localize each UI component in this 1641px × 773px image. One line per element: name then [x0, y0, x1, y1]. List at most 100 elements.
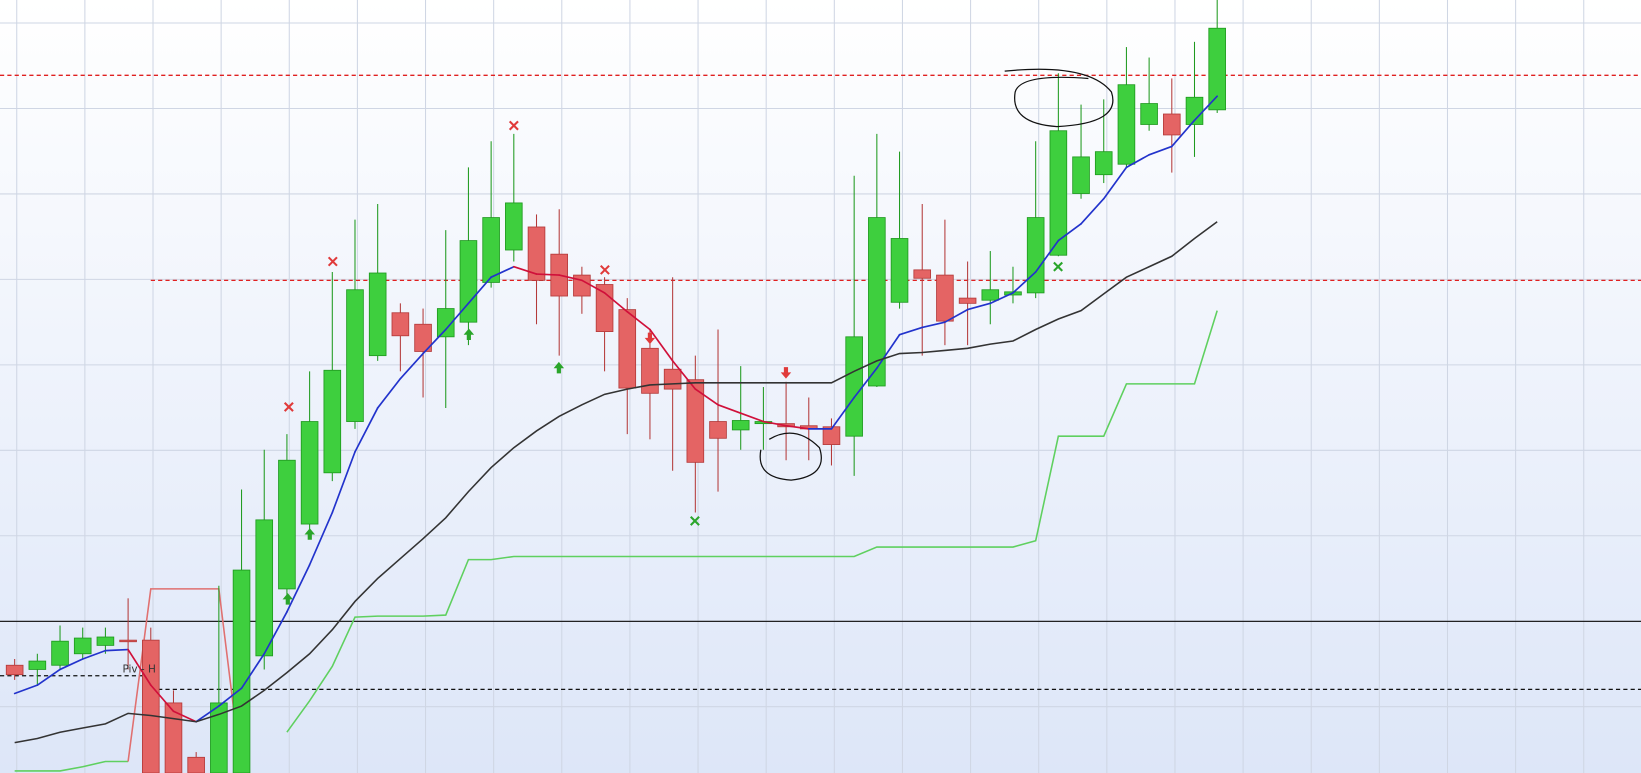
ma-segment — [13, 684, 39, 695]
candle — [868, 133, 886, 388]
candle-body — [936, 274, 954, 322]
ma-segment — [966, 302, 992, 311]
candle — [300, 371, 319, 534]
candle — [255, 449, 274, 670]
candle-body — [505, 202, 523, 251]
candle-body — [641, 347, 659, 394]
candle-body — [981, 289, 1000, 301]
signals — [282, 120, 1063, 605]
down-arrow — [644, 332, 792, 379]
candle-body — [210, 702, 228, 773]
ma-segment — [467, 276, 492, 305]
candle-body — [436, 308, 455, 338]
candle — [141, 627, 160, 773]
ma-segment — [399, 352, 424, 380]
ma-segment — [1170, 119, 1196, 148]
candle-body — [1163, 113, 1181, 136]
candle-body — [459, 240, 478, 323]
ma-segment — [989, 292, 1014, 305]
candle-body — [414, 323, 432, 352]
ma-segment — [127, 648, 152, 686]
ma-segment — [944, 308, 969, 324]
ma-segment — [649, 328, 674, 362]
candle — [1072, 104, 1090, 199]
ma-segment — [1057, 223, 1082, 242]
candle-body — [1026, 217, 1045, 294]
ma-segment — [490, 265, 515, 279]
candle — [346, 219, 364, 429]
candle-body — [119, 639, 137, 643]
ellipse — [1004, 68, 1114, 128]
annotation: Piv - H — [122, 664, 155, 676]
ma-segment — [172, 710, 198, 723]
ellipse — [759, 432, 822, 481]
candle-body — [618, 309, 637, 389]
candle-body — [1208, 27, 1226, 111]
ma-segment — [444, 302, 470, 331]
ma-line — [14, 221, 1218, 744]
candle-body — [663, 368, 682, 390]
ma-segment — [1125, 153, 1150, 169]
candles — [5, 0, 1226, 773]
candle — [890, 151, 909, 309]
ma-segment — [354, 407, 379, 453]
candle — [232, 489, 251, 773]
candle-body — [187, 756, 205, 773]
ma-segment — [512, 265, 538, 275]
candle-body — [164, 702, 183, 773]
ma-segment — [558, 274, 583, 282]
candle-body — [1117, 84, 1136, 165]
candle — [1140, 57, 1158, 131]
candle-body — [346, 289, 364, 422]
candle — [527, 214, 546, 325]
candle — [187, 752, 205, 773]
ma-segment — [1080, 197, 1105, 225]
ma-segment — [581, 279, 606, 294]
candle — [1163, 78, 1181, 173]
candle-body — [482, 217, 500, 283]
ma-segment — [308, 511, 334, 566]
ma-segment — [694, 388, 719, 406]
cross — [689, 261, 1063, 526]
ma-segment — [1193, 95, 1219, 122]
ma-segment — [1012, 271, 1037, 294]
candle — [1117, 47, 1136, 168]
candle-body — [323, 369, 342, 474]
ma-segment — [626, 310, 651, 331]
candle — [323, 271, 342, 482]
candle — [1004, 266, 1022, 304]
candle-body — [73, 637, 92, 655]
candle-body — [845, 336, 863, 437]
ma-segment — [104, 648, 129, 652]
cross — [283, 120, 610, 412]
ma-segment — [876, 333, 901, 370]
ma-segment — [195, 705, 220, 723]
candle — [958, 261, 977, 346]
candle — [28, 653, 47, 686]
candle-body — [868, 217, 886, 387]
candle — [482, 141, 500, 288]
ma-segment — [218, 687, 243, 707]
ma-segment — [762, 420, 787, 427]
candle-body — [141, 639, 160, 773]
candle — [1049, 73, 1068, 257]
candle-body — [28, 660, 47, 670]
ma-segment — [830, 396, 855, 430]
candle-body — [51, 640, 69, 666]
candle — [51, 625, 69, 670]
ma-segment — [81, 649, 107, 660]
ma-segment — [921, 321, 946, 329]
candle — [436, 230, 455, 408]
ma-segment — [263, 611, 288, 655]
ma-segment — [422, 328, 447, 355]
candle — [686, 355, 705, 513]
candle — [845, 175, 863, 476]
candle — [573, 266, 591, 314]
candle-body — [731, 420, 750, 431]
candle-body — [96, 636, 115, 646]
ma-segment — [785, 424, 810, 430]
candle-body — [1094, 151, 1113, 176]
levels — [0, 74, 1641, 690]
candle — [709, 329, 727, 492]
hand-drawn-circles — [759, 68, 1114, 481]
